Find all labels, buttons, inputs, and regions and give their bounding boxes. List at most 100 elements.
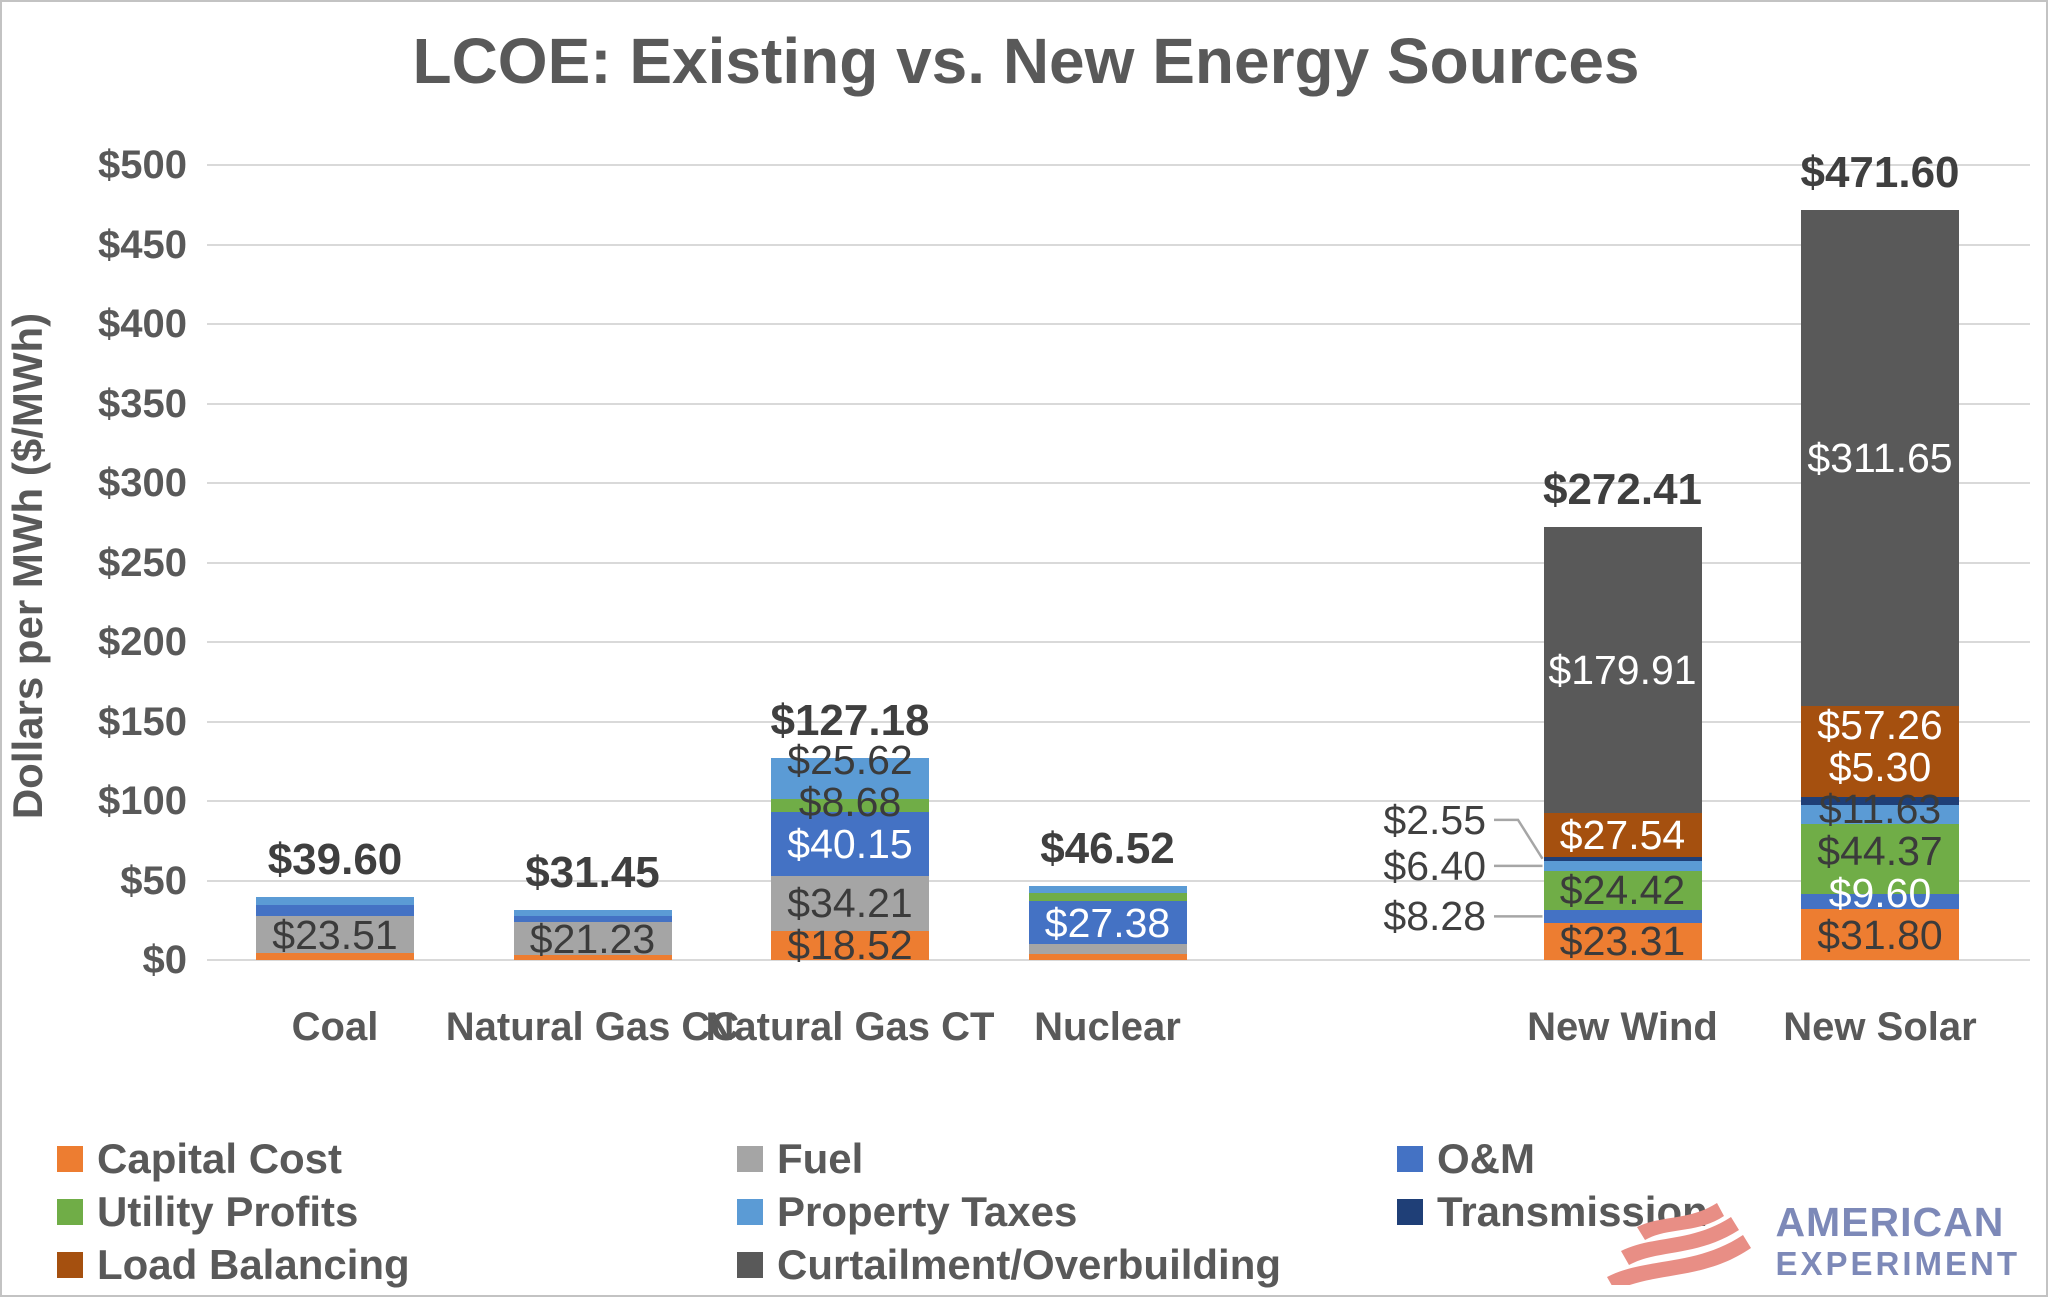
total-label-new-wind: $272.41 [1542,464,1703,514]
bar-segment-property-taxes-natural-gas-ct [771,757,929,799]
gridline-400 [207,323,2030,325]
value-label-fuel-natural-gas-ct: $34.21 [787,880,913,927]
american-experiment-wordmark: AMERICAN EXPERIMENT [1775,1199,2020,1282]
gridline-300 [207,482,2030,484]
legend-label-curtailment-overbuilding: Curtailment/Overbuilding [777,1241,1282,1288]
bar-segment-o-m-new-wind [1543,909,1702,923]
value-label-o-m-nuclear: $27.38 [1044,899,1171,946]
bar-segment-property-taxes-nuclear [1028,886,1187,894]
y-tick-250: $250 [98,540,187,585]
value-label-fuel-natural-gas-cc: $21.23 [529,915,656,962]
legend-label-load-balancing: Load Balancing [97,1241,410,1288]
leader-line-transmission [1494,818,1544,860]
bar-segment-fuel-coal [256,915,414,954]
gridline-450 [207,243,2030,246]
total-label-nuclear: $46.52 [1040,824,1175,874]
chart-title: LCOE: Existing vs. New Energy Sources [412,25,1640,97]
bar-segment-transmission-new-solar [1801,796,1959,806]
x-category-nuclear: Nuclear [1034,1005,1181,1049]
bar-segment-o-m-new-solar [1801,894,1959,910]
legend-swatch-transmission [1397,1199,1423,1225]
value-label-property-taxes-natural-gas-ct: $25.62 [787,737,913,784]
legend-swatch-utility-profits [57,1199,83,1225]
bar-segment-utility-profits-natural-gas-ct [771,798,929,813]
y-tick-500: $500 [98,143,187,187]
y-tick-0: $0 [142,938,188,982]
legend-item-load-balancing: Load Balancing [57,1241,410,1289]
x-category-natural-gas-ct: Natural Gas CT [705,1005,995,1049]
bar-segment-transmission-new-wind [1543,856,1702,861]
legend-label-capital-cost: Capital Cost [97,1135,343,1182]
legend-swatch-fuel [737,1146,763,1172]
legend-label-property-taxes: Property Taxes [777,1188,1078,1235]
bar-segment-property-taxes-coal [256,897,414,905]
legend-item-o-m: O&M [1397,1135,1535,1183]
y-tick-200: $200 [98,620,187,664]
gridline-150 [207,720,2030,723]
bar-segment-capital-cost-new-wind [1543,922,1702,960]
y-tick-50: $50 [120,858,187,903]
bar-segment-curtailment-overbuilding-new-solar [1801,210,1959,706]
bar-segment-capital-cost-new-solar [1801,909,1959,960]
legend-item-capital-cost: Capital Cost [57,1135,342,1183]
legend-item-utility-profits: Utility Profits [57,1188,358,1236]
legend-item-fuel: Fuel [737,1135,863,1183]
gridline-250 [207,561,2030,564]
logo-line1: AMERICAN [1775,1199,2005,1245]
bar-segment-property-taxes-new-solar [1801,805,1959,824]
bar-segment-capital-cost-natural-gas-cc [513,955,672,960]
callout-property-taxes: $6.40 [1383,842,1486,889]
gridline-200 [207,641,2030,643]
value-label-utility-profits-new-solar: $44.37 [1817,827,1943,874]
y-tick-300: $300 [98,461,187,505]
bar-segment-curtailment-overbuilding-new-wind [1543,526,1702,813]
gridline-350 [207,402,2030,405]
bar-segment-o-m-natural-gas-cc [513,916,672,922]
gridline-50 [207,879,2030,882]
y-tick-450: $450 [98,222,187,267]
value-label-capital-cost-new-wind: $23.31 [1559,918,1686,965]
bar-segment-property-taxes-natural-gas-cc [513,909,672,917]
value-label-load-balancing-new-wind: $27.54 [1559,811,1686,858]
bar-segment-o-m-nuclear [1028,900,1187,945]
bar-segment-utility-profits-new-solar [1801,823,1959,895]
value-label-fuel-coal: $23.51 [272,911,398,958]
value-label-transmission-new-solar: $5.30 [1828,743,1932,790]
value-label-curtailment-overbuilding-new-wind: $179.91 [1548,646,1697,693]
callout-o-m: $8.28 [1383,893,1486,940]
bar-segment-capital-cost-nuclear [1028,953,1187,960]
legend-label-fuel: Fuel [777,1135,864,1182]
legend-item-curtailment-overbuilding: Curtailment/Overbuilding [737,1241,1281,1289]
total-label-natural-gas-ct: $127.18 [770,695,930,745]
value-label-capital-cost-natural-gas-ct: $18.52 [787,922,913,969]
x-category-natural-gas-cc: Natural Gas CC [445,1005,740,1049]
legend-swatch-capital-cost [57,1146,83,1172]
value-label-utility-profits-new-wind: $24.42 [1559,867,1686,914]
american-experiment-logo: AMERICAN EXPERIMENT [1603,1197,2020,1285]
bar-segment-property-taxes-new-wind [1543,860,1702,871]
gridline-500 [207,164,2030,166]
bar-segment-utility-profits-new-wind [1543,870,1702,910]
callout-transmission: $2.55 [1383,796,1486,843]
bar-segment-capital-cost-coal [256,953,414,960]
bar-segment-utility-profits-nuclear [1028,893,1187,901]
x-category-new-solar: New Solar [1783,1005,1977,1049]
value-label-o-m-natural-gas-ct: $40.15 [787,821,913,868]
american-experiment-flag-icon [1607,1203,1752,1285]
legend-swatch-property-taxes [737,1199,763,1225]
y-tick-400: $400 [98,302,187,346]
legend-swatch-curtailment-overbuilding [737,1252,763,1278]
total-label-natural-gas-cc: $31.45 [525,847,660,897]
x-category-new-wind: New Wind [1527,1005,1718,1049]
logo-line2: EXPERIMENT [1775,1245,2020,1282]
gridline-0 [207,959,2030,961]
total-label-coal: $39.60 [267,835,403,885]
total-label-new-solar: $471.60 [1800,148,1960,198]
bar-segment-load-balancing-new-wind [1543,812,1702,857]
legend-swatch-o-m [1397,1146,1423,1172]
value-label-property-taxes-new-solar: $11.63 [1818,785,1942,832]
legend-label-utility-profits: Utility Profits [97,1188,359,1235]
bar-segment-load-balancing-new-solar [1801,705,1959,797]
